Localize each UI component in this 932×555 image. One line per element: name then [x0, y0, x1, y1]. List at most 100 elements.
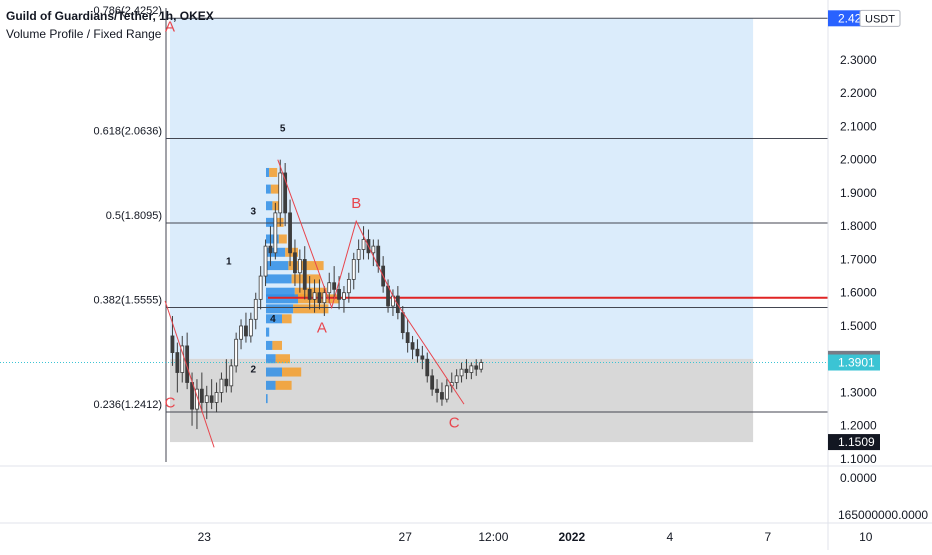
chart-title: Guild of Guardians/Tether, 1h, OKEX [6, 9, 214, 23]
candle-body [199, 388, 204, 403]
price-tick-label: 1.2000 [840, 419, 877, 433]
candle-body [312, 292, 317, 300]
wave-label: A [317, 320, 327, 337]
wave-label: 4 [270, 314, 276, 325]
volume-bar-up [266, 274, 292, 284]
candle-body [405, 332, 410, 343]
candle-body [479, 362, 484, 370]
price-tick-label: 1.5000 [840, 319, 877, 333]
candle-body [209, 395, 214, 403]
candle-body [248, 318, 253, 337]
volume-bar-up [266, 261, 289, 271]
price-badge-label: 2.42 [838, 11, 862, 25]
wave-label: 3 [251, 207, 257, 218]
time-tick-label: 2022 [558, 530, 585, 544]
wave-label: C [449, 414, 460, 431]
volume-bar-down [275, 217, 284, 227]
price-tick-label: 1.7000 [840, 252, 877, 266]
volume-bar-up [266, 314, 282, 324]
candle-body [268, 245, 273, 254]
wave-label: C [165, 394, 176, 411]
price-badge [828, 354, 880, 371]
volume-bar-up [266, 380, 276, 390]
candle-body [180, 345, 185, 373]
candle-body [302, 259, 307, 290]
price-badge-label: 1.1509 [838, 435, 875, 449]
wave-label: 2 [251, 365, 257, 376]
volume-bar-down [272, 201, 281, 211]
level-lines: 0.786(2.4252) 0.618(2.0636) 0.5(1.8095) 0.3… [0, 5, 828, 462]
candle-body [239, 325, 243, 340]
wave-lines [164, 159, 465, 448]
candle-body [346, 278, 351, 294]
volume-bar-up [266, 294, 298, 304]
volume-bar-up [266, 304, 294, 314]
candle-body [288, 212, 292, 254]
candle-body [244, 325, 248, 337]
wave-label: 5 [280, 123, 286, 134]
candle-body [175, 352, 180, 373]
volume-bar-down [275, 354, 290, 364]
candle-body [337, 288, 341, 300]
price-badge [828, 434, 880, 451]
volume-bar-up [266, 367, 282, 377]
candle-body [361, 239, 366, 250]
candle-body [474, 365, 479, 370]
volume-bar-down [275, 380, 292, 390]
currency-badge [859, 9, 901, 27]
time-tick-label: 4 [666, 530, 673, 544]
volume-bar-up [266, 217, 276, 227]
price-tick-label: 2.0000 [840, 153, 877, 167]
candle-body [425, 358, 430, 377]
indicator-name[interactable]: Volume Profile / Fixed Range [6, 27, 162, 41]
volume-bar-down [282, 367, 302, 377]
volume-bar-up [266, 340, 273, 350]
time-tick-label: 27 [399, 530, 413, 544]
candle-body [420, 355, 425, 360]
time-tick-label: 23 [198, 530, 212, 544]
volume-bar-up [266, 394, 268, 404]
candle-body [234, 338, 239, 367]
candle-body [185, 345, 190, 383]
candle-body [327, 282, 332, 294]
time-axis: 23 27 12:00 2022 4 7 10 [0, 522, 932, 544]
candle-body [219, 378, 224, 393]
wave-label: A [165, 19, 175, 36]
candle-body [278, 172, 283, 214]
candle-body [351, 259, 356, 280]
price-tick-label: 2.2000 [840, 86, 877, 100]
price-tick-label: 1.6000 [840, 286, 877, 300]
candle-body [464, 368, 469, 373]
time-tick-label: 10 [859, 530, 873, 544]
volume-bar-up [266, 201, 273, 211]
currency-badge-label: USDT [865, 13, 895, 25]
candle-body [454, 375, 459, 383]
candle-body [214, 392, 219, 403]
volume-bar-up [266, 167, 270, 177]
candle-body [430, 375, 435, 390]
candle-body [410, 342, 415, 350]
candle-body [170, 335, 175, 353]
candle-body [283, 172, 288, 214]
price-tick-label: 1.8000 [840, 219, 877, 233]
candle-body [307, 288, 312, 300]
fib-label: 0.786(2.4252) [94, 5, 163, 17]
candle-body [444, 385, 449, 400]
price-tick-label: 1.9000 [840, 186, 877, 200]
volume-bar-down [270, 184, 281, 194]
volume-bar-down [272, 340, 282, 350]
volume-bar-down [282, 314, 292, 324]
candle-body [229, 365, 234, 387]
volume-bar-down [293, 304, 329, 314]
volume-tick-label: 165000000.0000 [838, 508, 928, 522]
candle-body [322, 292, 327, 304]
candle-body [356, 249, 361, 260]
candle-body [400, 312, 405, 334]
wave-label: 1 [226, 256, 232, 267]
wave-label: B [351, 195, 361, 212]
time-tick-label: 12:00 [478, 530, 508, 544]
